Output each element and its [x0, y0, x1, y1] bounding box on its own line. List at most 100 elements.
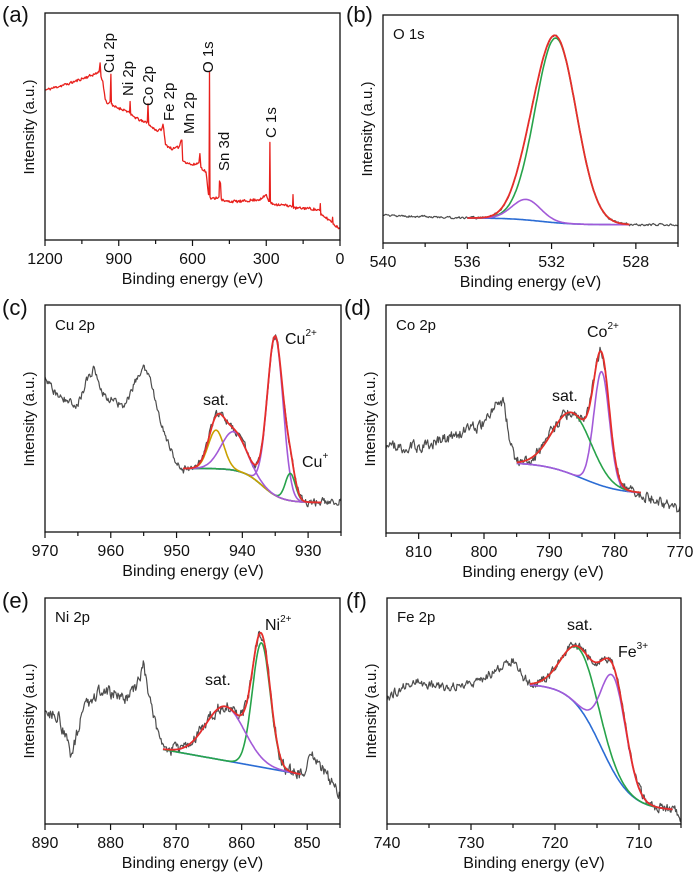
- fit-envelope-line: [529, 644, 673, 811]
- x-tick-label: 730: [457, 835, 485, 852]
- x-tick-label: 930: [294, 543, 322, 560]
- background-line: [467, 217, 630, 226]
- panel-f: [386, 597, 682, 830]
- fit-envelope-line: [182, 335, 322, 504]
- plot-area: [45, 334, 341, 508]
- y-axis-label: Intensity (a.u.): [21, 663, 38, 759]
- survey-label-o1s: O 1s: [200, 41, 217, 73]
- experimental-spectrum-line: [387, 641, 681, 822]
- survey-label-cu2p: Cu 2p: [101, 32, 118, 73]
- x-tick-label: 870: [162, 835, 190, 852]
- panel-b: [382, 14, 679, 249]
- annotation-ni2plus: Ni2+: [265, 614, 292, 634]
- x-tick-label: 800: [470, 544, 498, 561]
- y-axis-label: Intensity (a.u.): [21, 370, 38, 467]
- x-tick-label: 940: [228, 543, 256, 560]
- survey-label-ni2p: Ni 2p: [120, 60, 137, 96]
- panel-letter-a: (a): [2, 2, 29, 27]
- plot-frame: [44, 304, 342, 533]
- fit-component-line-2: [516, 411, 641, 494]
- panel-c: [44, 304, 342, 538]
- x-tick-label: 860: [228, 835, 256, 852]
- fit-component-line-1: [467, 37, 630, 226]
- annotation-cu2plus: Cu2+: [285, 328, 317, 348]
- x-tick-label: 600: [179, 251, 206, 268]
- fit-envelope-line: [467, 34, 630, 226]
- survey-label-co2p: Co 2p: [140, 65, 157, 106]
- panel-letter-c: (c): [2, 295, 28, 320]
- element-label-ni2p: Ni 2p: [55, 609, 91, 626]
- x-tick-label: 770: [666, 544, 694, 561]
- fit-envelope-line: [162, 631, 301, 776]
- survey-label-mn2p: Mn 2p: [181, 92, 198, 134]
- x-tick-label: 900: [105, 251, 133, 268]
- background-line: [529, 684, 673, 811]
- survey-label-sn3d: Sn 3d: [216, 131, 233, 171]
- survey-spectrum-line: [45, 62, 340, 230]
- plot-area: [45, 62, 340, 230]
- element-label-fe2p: Fe 2p: [397, 609, 436, 626]
- x-tick-label: 0: [335, 251, 345, 268]
- experimental-spectrum-line: [386, 346, 680, 513]
- y-axis-label: Intensity (a.u.): [21, 78, 38, 175]
- x-tick-label: 300: [252, 251, 280, 268]
- plot-area: [45, 630, 340, 799]
- annotation-co-sat: sat.: [552, 388, 578, 405]
- x-tick-label: 960: [97, 543, 125, 560]
- survey-label-fe2p: Fe 2p: [161, 82, 178, 121]
- plot-area: [383, 34, 678, 227]
- annotation-ni-sat: sat.: [205, 672, 231, 689]
- annotation-cuplus: Cu+: [302, 451, 329, 471]
- annotation-fe3plus: Fe3+: [618, 641, 649, 661]
- x-tick-label: 880: [97, 835, 124, 852]
- fit-component-line-2: [467, 198, 630, 226]
- element-label-cu2p: Cu 2p: [55, 317, 96, 334]
- x-axis-label: Binding energy (eV): [459, 274, 602, 291]
- x-tick-label: 810: [405, 544, 433, 561]
- panel-letter-d: (d): [344, 295, 371, 320]
- x-tick-label: 710: [625, 835, 653, 852]
- x-axis-label: Binding energy (eV): [121, 271, 264, 288]
- plot-frame: [385, 304, 681, 534]
- x-tick-label: 790: [535, 544, 563, 561]
- y-axis-label: Intensity (a.u.): [362, 371, 379, 467]
- annotation-cu-sat: sat.: [203, 392, 229, 409]
- panel-a: [44, 12, 341, 246]
- x-tick-label: 528: [622, 254, 650, 271]
- x-tick-label: 950: [163, 543, 190, 560]
- x-tick-label: 720: [541, 835, 569, 852]
- panel-letter-e: (e): [2, 588, 29, 613]
- annotation-fe-sat: sat.: [567, 617, 593, 634]
- element-label-co2p: Co 2p: [396, 317, 437, 334]
- fit-component-line-2: [162, 705, 301, 775]
- plot-frame: [382, 14, 679, 244]
- fit-component-line-1: [516, 370, 641, 494]
- x-axis-label: Binding energy (eV): [462, 564, 604, 581]
- panel-d: [385, 304, 681, 539]
- panel-letter-b: (b): [346, 2, 373, 27]
- x-axis-label: Binding energy (eV): [121, 855, 264, 872]
- panel-letter-f: (f): [346, 588, 367, 613]
- x-tick-label: 970: [31, 543, 59, 560]
- x-tick-label: 850: [293, 835, 321, 852]
- y-axis-label: Intensity (a.u.): [363, 663, 380, 759]
- element-label-o1s: O 1s: [393, 26, 425, 43]
- plot-frame: [44, 597, 341, 825]
- plot-area: [386, 346, 680, 513]
- x-tick-label: 1200: [27, 251, 63, 268]
- x-axis-label: Binding energy (eV): [463, 855, 605, 872]
- x-tick-label: 890: [31, 835, 59, 852]
- plot-frame: [386, 597, 682, 825]
- x-tick-label: 536: [453, 254, 481, 271]
- fit-envelope-line: [516, 350, 642, 494]
- fit-component-line-4: [183, 430, 322, 504]
- fit-component-line-2: [529, 673, 673, 811]
- panel-e: [44, 597, 341, 830]
- x-tick-label: 740: [373, 835, 401, 852]
- survey-label-c1s: C 1s: [263, 107, 280, 138]
- x-axis-label: Binding energy (eV): [122, 563, 264, 580]
- plot-area: [387, 641, 681, 822]
- annotation-co2plus: Co2+: [587, 321, 619, 341]
- x-tick-label: 780: [601, 544, 629, 561]
